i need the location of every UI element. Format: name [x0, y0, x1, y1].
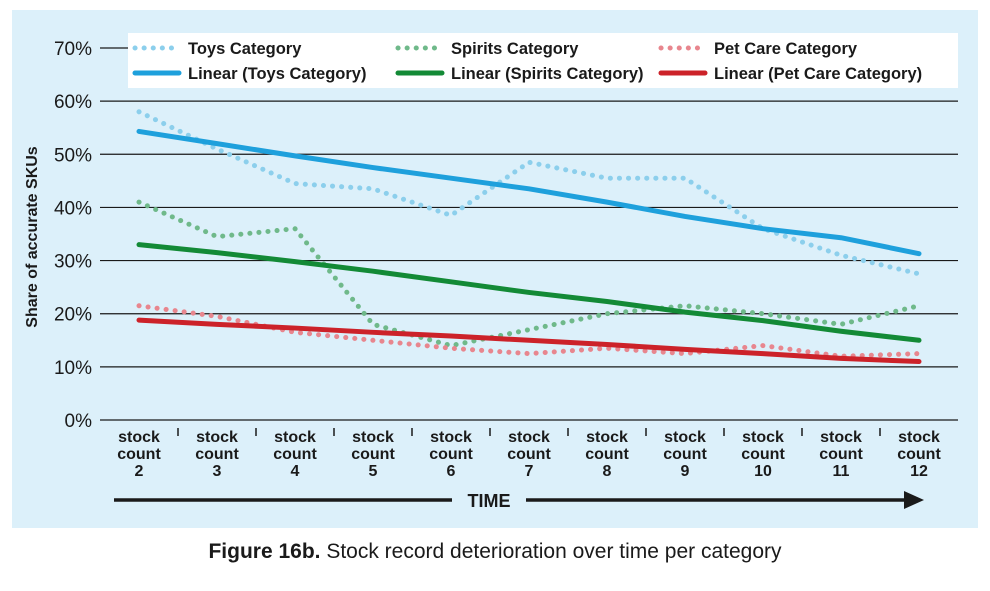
- x-tick-label: count: [507, 446, 551, 463]
- x-tick-label: 11: [833, 463, 850, 480]
- x-tick-label: count: [663, 446, 707, 463]
- x-tick-label: count: [741, 446, 785, 463]
- x-tick-label: stock: [820, 429, 862, 446]
- x-tick-label: stock: [664, 429, 706, 446]
- x-tick-label: 2: [135, 463, 144, 480]
- series-line: [136, 199, 922, 349]
- x-tick-label: count: [429, 446, 473, 463]
- x-tick-label: count: [585, 446, 629, 463]
- x-tick-label: 6: [447, 463, 456, 480]
- x-tick-label: count: [273, 446, 317, 463]
- y-tick-label: 10%: [54, 358, 92, 379]
- legend-label: Toys Category: [188, 40, 302, 58]
- x-tick-label: 4: [291, 463, 300, 480]
- x-tick-label: count: [897, 446, 941, 463]
- x-tick-label: stock: [898, 429, 940, 446]
- x-tick-label: stock: [196, 429, 238, 446]
- x-tick-label: stock: [430, 429, 472, 446]
- y-tick-label: 0%: [65, 411, 93, 432]
- x-tick-label: stock: [508, 429, 550, 446]
- legend-label: Spirits Category: [451, 40, 579, 58]
- figure-caption: Figure 16b. Stock record deterioration o…: [0, 540, 990, 564]
- x-tick-label: count: [117, 446, 161, 463]
- legend-label: Linear (Pet Care Category): [714, 65, 922, 83]
- x-tick-label: stock: [352, 429, 394, 446]
- chart-panel: [12, 10, 978, 528]
- x-tick-label: stock: [742, 429, 784, 446]
- y-tick-label: 20%: [54, 305, 92, 326]
- legend-label: Pet Care Category: [714, 40, 858, 58]
- x-axis-label: TIME: [468, 491, 511, 511]
- x-tick-label: 7: [525, 463, 534, 480]
- y-tick-label: 40%: [54, 198, 92, 219]
- series-line: [136, 128, 922, 257]
- x-tick-label: count: [195, 446, 239, 463]
- figure-caption-text: Stock record deterioration over time per…: [320, 540, 782, 563]
- x-tick-label: stock: [118, 429, 160, 446]
- y-tick-label: 70%: [54, 39, 92, 60]
- series-line: [136, 317, 922, 365]
- x-tick-label: 10: [754, 463, 772, 480]
- series-line: [136, 303, 922, 359]
- line-chart: 0% 10% 20% 30% 40% 50% 60% 70% Share of accurate…: [24, 33, 958, 511]
- x-tick-label: count: [351, 446, 395, 463]
- x-tick-label: 12: [910, 463, 928, 480]
- y-tick-label: 60%: [54, 92, 92, 113]
- figure-caption-label: Figure 16b.: [208, 540, 321, 563]
- x-tick-label: count: [819, 446, 863, 463]
- y-axis-label: Share of accurate SKUs: [24, 146, 41, 328]
- x-tick-label: stock: [586, 429, 628, 446]
- x-tick-label: 9: [681, 463, 690, 480]
- legend-label: Linear (Toys Category): [188, 65, 366, 83]
- legend-label: Linear (Spirits Category): [451, 65, 644, 83]
- time-arrow-head: [904, 491, 924, 509]
- series-line: [136, 242, 922, 343]
- x-tick-label: 5: [369, 463, 378, 480]
- series-line: [136, 109, 922, 277]
- x-tick-label: 3: [213, 463, 222, 480]
- y-tick-label: 50%: [54, 145, 92, 166]
- y-tick-label: 30%: [54, 252, 92, 273]
- legend-box: [128, 33, 958, 88]
- x-tick-label: stock: [274, 429, 316, 446]
- x-tick-label: 8: [603, 463, 612, 480]
